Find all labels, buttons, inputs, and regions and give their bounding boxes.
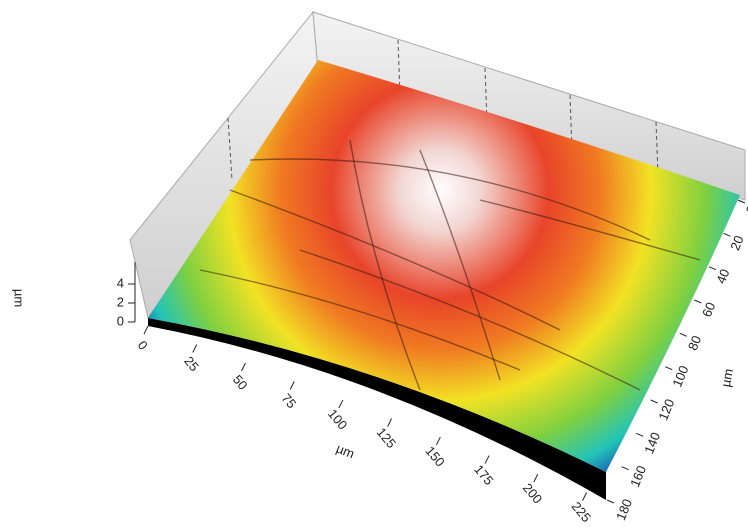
- x-tick: [240, 362, 246, 372]
- x-tick: [192, 344, 198, 353]
- y-tick-label: 100: [669, 363, 691, 389]
- x-tick-label: 50: [230, 372, 251, 393]
- y-tick-label: 180: [613, 497, 635, 523]
- y-tick-label: 60: [699, 300, 718, 319]
- x-tick: [143, 325, 149, 335]
- y-tick: [723, 232, 731, 237]
- x-tick-label: 200: [520, 480, 545, 506]
- y-tick: [737, 199, 746, 204]
- y-tick-label: 160: [627, 463, 649, 489]
- x-tick-label: 25: [181, 353, 202, 374]
- y-tick-label: 120: [655, 397, 677, 423]
- x-axis-label: µm: [334, 441, 357, 462]
- x-tick: [338, 399, 344, 409]
- y-tick: [665, 366, 673, 371]
- x-tick: [533, 473, 539, 483]
- y-tick-label: 20: [727, 233, 746, 252]
- y-tick-label: 80: [685, 333, 704, 352]
- y-tick: [635, 432, 644, 437]
- x-tick: [435, 436, 441, 446]
- x-tick-label: 225: [569, 499, 594, 525]
- z-tick-label: 4: [117, 275, 124, 290]
- x-tick-label: 150: [422, 443, 447, 469]
- y-tick: [606, 499, 615, 504]
- surface: [148, 60, 740, 472]
- x-tick: [484, 455, 490, 464]
- y-tick: [708, 266, 717, 271]
- x-tick: [582, 492, 587, 501]
- back-wall: [312, 11, 746, 201]
- z-axis-label: µm: [12, 289, 27, 307]
- surface-texture: [199, 139, 701, 391]
- x-tick-label: 75: [279, 390, 300, 411]
- z-tick-label: 0: [117, 313, 124, 328]
- y-tick: [694, 299, 702, 304]
- x-tick: [289, 381, 295, 390]
- x-tick-label: 125: [374, 425, 399, 451]
- x-tick: [387, 418, 393, 427]
- y-tick: [650, 399, 658, 404]
- z-tick-label: 2: [117, 294, 124, 309]
- y-axis-label: µm: [718, 367, 736, 388]
- x-tick-label: 175: [471, 462, 496, 488]
- y-tick: [679, 332, 687, 337]
- x-tick-label: 0: [135, 338, 151, 353]
- y-tick-label: 0: [743, 203, 748, 215]
- x-tick-label: 100: [325, 406, 350, 432]
- y-tick-label: 40: [713, 267, 732, 286]
- y-tick-label: 140: [641, 430, 663, 456]
- y-tick: [621, 466, 629, 471]
